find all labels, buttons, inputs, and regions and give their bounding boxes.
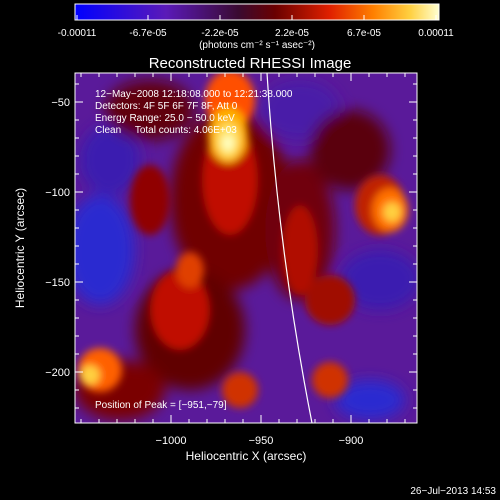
x-axis-label: Heliocentric X (arcsec) [186,449,307,463]
info-block: 12−May−2008 12:18:08.000 to 12:21:38.000… [95,89,293,136]
peak-position-label: Position of Peak = [−951,−79] [95,400,227,411]
y-tick-label: −150 [45,277,70,289]
y-tick-label: −50 [51,97,70,109]
solar-limb-curve [266,73,313,423]
plot-title: Reconstructed RHESSI Image [149,55,352,72]
colorbar-tick-label: 2.2e-05 [275,28,309,39]
colorbar-tick-label: -6.7e-05 [129,28,167,39]
x-tick-label: −900 [339,435,364,447]
plot-frame [74,72,418,424]
colorbar-ticks [76,15,437,20]
colorbar-unit-label: (photons cm⁻² s⁻¹ asec⁻²) [199,40,315,51]
info-line-counts: Clean Total counts: 4.06E+03 [95,125,237,136]
axis-ticks [75,73,417,423]
footer-date: 26−Jul−2013 14:53 [410,486,496,497]
x-tick-label: −950 [249,435,274,447]
solar-image [75,73,417,423]
info-line-energy: Energy Range: 25.0 − 50.0 keV [95,113,235,124]
info-line-time: 12−May−2008 12:18:08.000 to 12:21:38.000 [95,89,293,100]
y-axis-label: Heliocentric Y (arcsec) [13,188,27,308]
info-line-detectors: Detectors: 4F 5F 6F 7F 8F, Att 0 [95,101,238,112]
colorbar-gradient [74,3,440,21]
y-tick-label: −100 [45,187,70,199]
colorbar-tick-label: -2.2e-05 [201,28,239,39]
colorbar-tick-label: -0.00011 [58,28,97,39]
x-tick-label: −1000 [156,435,187,447]
colorbar-tick-label: 0.00011 [418,28,454,39]
colorbar: (photons cm⁻² s⁻¹ asec⁻²) [74,3,440,51]
colorbar-tick-label: 6.7e-05 [347,28,381,39]
y-tick-label: −200 [45,367,70,379]
